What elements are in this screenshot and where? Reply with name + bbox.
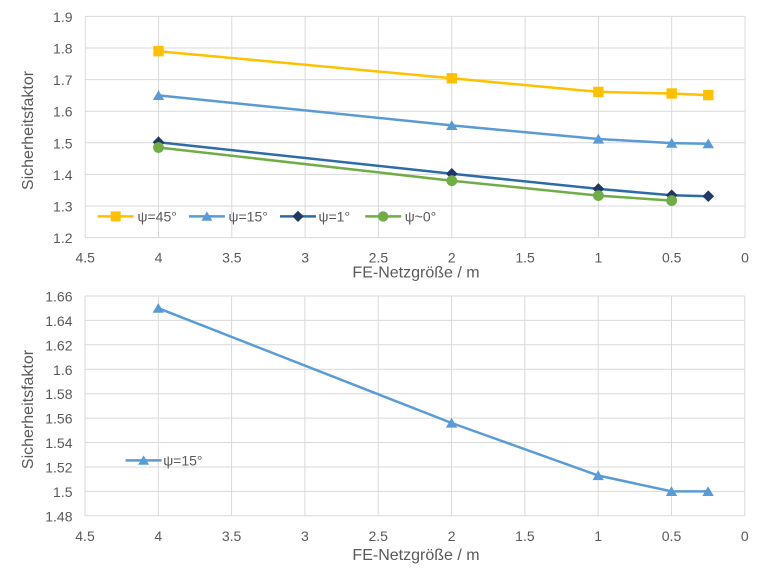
svg-text:1.3: 1.3 <box>53 199 73 215</box>
svg-text:0.5: 0.5 <box>662 249 682 265</box>
svg-text:4: 4 <box>154 528 162 544</box>
svg-text:1.64: 1.64 <box>45 313 72 329</box>
svg-text:1.5: 1.5 <box>53 135 73 151</box>
svg-text:1.56: 1.56 <box>45 411 72 427</box>
svg-text:3.5: 3.5 <box>222 249 242 265</box>
svg-text:4.5: 4.5 <box>75 249 95 265</box>
svg-text:1: 1 <box>594 528 602 544</box>
svg-text:ψ~0°: ψ~0° <box>405 208 437 224</box>
svg-text:Sicherheitsfaktor: Sicherheitsfaktor <box>20 70 37 190</box>
svg-text:1.2: 1.2 <box>53 230 73 246</box>
svg-text:ψ=15°: ψ=15° <box>229 208 268 224</box>
svg-text:1.8: 1.8 <box>53 41 73 57</box>
svg-text:FE-Netzgröße / m: FE-Netzgröße / m <box>352 547 479 564</box>
svg-text:1.5: 1.5 <box>53 484 73 500</box>
svg-text:2.5: 2.5 <box>369 249 389 265</box>
svg-text:2.5: 2.5 <box>368 528 388 544</box>
svg-text:0: 0 <box>741 528 749 544</box>
svg-text:1.52: 1.52 <box>45 460 72 476</box>
svg-text:1.6: 1.6 <box>53 362 73 378</box>
svg-text:2: 2 <box>448 249 456 265</box>
svg-text:0: 0 <box>741 249 749 265</box>
svg-text:Sicherheitsfaktor: Sicherheitsfaktor <box>20 349 37 469</box>
svg-text:ψ=15°: ψ=15° <box>163 452 202 468</box>
svg-text:1.5: 1.5 <box>515 249 535 265</box>
svg-text:1.6: 1.6 <box>53 104 73 120</box>
svg-text:1: 1 <box>595 249 603 265</box>
svg-text:1.48: 1.48 <box>45 508 72 524</box>
svg-text:2: 2 <box>448 528 456 544</box>
svg-text:0.5: 0.5 <box>662 528 682 544</box>
svg-text:1.54: 1.54 <box>45 435 72 451</box>
svg-text:ψ=1°: ψ=1° <box>319 208 351 224</box>
svg-text:3.5: 3.5 <box>222 528 242 544</box>
svg-text:3: 3 <box>301 528 309 544</box>
svg-text:1.9: 1.9 <box>53 9 73 25</box>
svg-text:4.5: 4.5 <box>75 528 95 544</box>
svg-text:4: 4 <box>155 249 163 265</box>
svg-text:1.5: 1.5 <box>515 528 535 544</box>
svg-text:1.58: 1.58 <box>45 386 72 402</box>
svg-text:1.7: 1.7 <box>53 72 73 88</box>
svg-text:ψ=45°: ψ=45° <box>138 208 177 224</box>
svg-text:FE-Netzgröße / m: FE-Netzgröße / m <box>352 265 479 282</box>
svg-text:1.62: 1.62 <box>45 337 72 353</box>
svg-text:1.66: 1.66 <box>45 289 72 305</box>
svg-text:3: 3 <box>301 249 309 265</box>
svg-text:1.4: 1.4 <box>53 167 73 183</box>
